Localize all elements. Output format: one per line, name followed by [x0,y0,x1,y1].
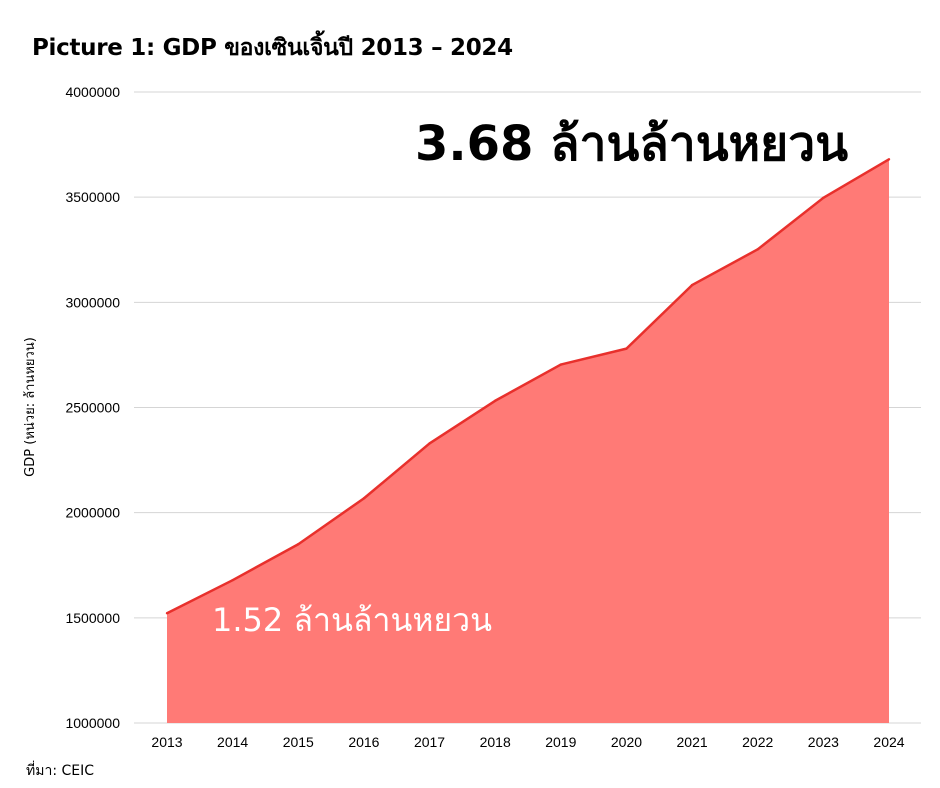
data-point [297,543,300,546]
data-point [756,248,759,251]
x-tick-label: 2023 [808,734,839,750]
x-tick-label: 2024 [873,734,904,750]
y-tick-label: 1000000 [65,715,120,731]
x-tick-label: 2020 [611,734,642,750]
y-tick-labels: 1000000 1500000 2000000 2500000 3000000 35000… [65,84,120,731]
series-line [166,158,890,615]
y-axis-label: GDP (หน่วย: ล้านหยวน) [23,337,38,477]
data-point [493,399,497,402]
data-point [428,442,431,445]
x-tick-label: 2016 [348,734,379,750]
data-point [231,578,234,582]
x-tick-labels: 2013 2014 2015 2016 2017 2018 2019 2020 2021 2022… [151,734,904,750]
y-tick-label: 3500000 [65,189,120,205]
x-tick-label: 2021 [677,734,708,750]
x-tick-label: 2013 [151,734,182,750]
chart-title: Picture 1: GDP ของเซินเจิ้นปี 2013 – 202… [32,35,513,61]
x-tick-label: 2014 [217,734,248,750]
data-point [559,363,563,366]
area-series [165,158,891,724]
data-point [625,347,628,350]
annotation-start-value: 1.52 ล้านล้านหยวน [212,601,492,639]
data-point [822,196,825,199]
source-note: ที่มา: CEIC [26,763,95,779]
area-fill [167,159,889,724]
x-tick-label: 2015 [283,734,314,750]
x-tick-label: 2022 [742,734,773,750]
x-tick-label: 2017 [414,734,445,750]
data-point [362,497,366,500]
x-tick-label: 2019 [545,734,576,750]
data-point [690,283,694,287]
data-point [165,612,169,615]
y-tick-label: 2500000 [65,400,120,416]
x-tick-label: 2018 [480,734,511,750]
y-tick-label: 2000000 [65,505,120,521]
y-tick-label: 4000000 [65,84,120,100]
data-point [887,158,891,161]
y-tick-label: 1500000 [65,610,120,626]
y-tick-label: 3000000 [65,294,120,310]
annotation-end-value: 3.68 ล้านล้านหยวน [415,116,848,172]
